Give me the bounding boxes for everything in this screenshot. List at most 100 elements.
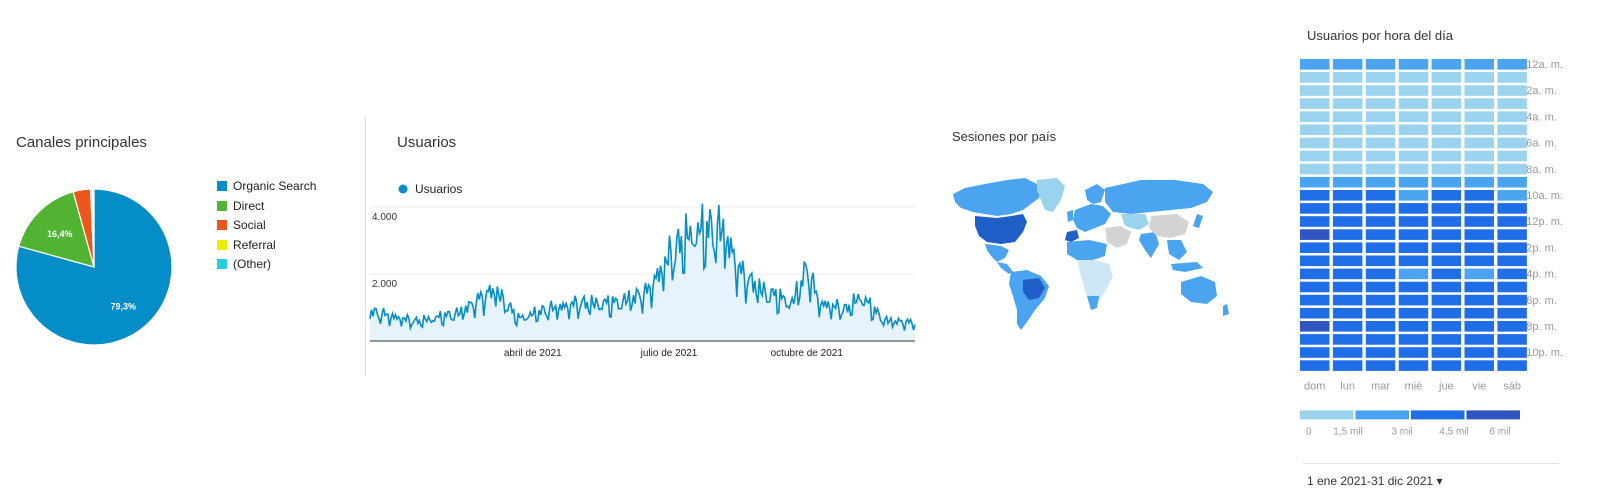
heatmap-cell[interactable] [1464,163,1495,175]
heatmap-cell[interactable] [1497,59,1527,70]
heatmap-cell[interactable] [1398,281,1429,293]
heatmap-cell[interactable] [1464,334,1495,345]
heatmap-cell[interactable] [1431,216,1462,227]
brazil-region[interactable] [1023,278,1045,300]
heatmap-cell[interactable] [1365,281,1396,293]
heatmap-cell[interactable] [1365,163,1396,175]
heatmap-cell[interactable] [1497,334,1527,345]
heatmap-cell[interactable] [1497,307,1527,319]
heatmap-cell[interactable] [1332,242,1363,253]
date-range-selector[interactable]: 1 ene 2021-31 dic 2021 ▾ [1307,474,1443,488]
heatmap-cell[interactable] [1497,137,1527,149]
heatmap-cell[interactable] [1497,281,1527,293]
heatmap-cell[interactable] [1497,190,1527,201]
heatmap-cell[interactable] [1431,111,1462,122]
oceania[interactable] [1181,276,1229,316]
legend-item[interactable]: Social [217,217,266,233]
heatmap-cell[interactable] [1365,111,1396,122]
heatmap-cell[interactable] [1398,111,1429,122]
heatmap-cell[interactable] [1497,229,1527,240]
heatmap-cell[interactable] [1464,72,1495,83]
heatmap-cell[interactable] [1332,229,1363,240]
china-region[interactable] [1149,214,1189,238]
heatmap-cell[interactable] [1332,190,1363,201]
heatmap-cell[interactable] [1398,321,1429,332]
heatmap-cell[interactable] [1497,85,1527,96]
heatmap-cell[interactable] [1300,321,1330,332]
heatmap-cell[interactable] [1332,98,1363,109]
heatmap-cell[interactable] [1398,176,1429,188]
heatmap-cell[interactable] [1300,294,1330,306]
heatmap-cell[interactable] [1300,347,1330,358]
middle-east-region[interactable] [1105,226,1131,248]
heatmap-cell[interactable] [1431,268,1462,280]
heatmap-cell[interactable] [1365,229,1396,240]
greenland-region[interactable] [1037,178,1065,212]
heatmap-cell[interactable] [1332,150,1363,162]
heatmap-cell[interactable] [1300,111,1330,122]
heatmap-cell[interactable] [1300,216,1330,227]
heatmap-cell[interactable] [1365,242,1396,253]
heatmap-cell[interactable] [1398,124,1429,136]
heatmap-cell[interactable] [1300,72,1330,83]
heatmap-cell[interactable] [1398,229,1429,240]
heatmap-cell[interactable] [1398,85,1429,96]
heatmap-cell[interactable] [1365,255,1396,267]
pie-slice-other[interactable] [91,188,95,268]
heatmap-cell[interactable] [1300,163,1330,175]
heatmap-cell[interactable] [1431,360,1462,371]
heatmap-cell[interactable] [1332,334,1363,345]
heatmap-cell[interactable] [1365,216,1396,227]
africa-region[interactable] [1077,260,1113,304]
legend-item[interactable]: (Other) [217,256,271,272]
heatmap-cell[interactable] [1332,216,1363,227]
heatmap-cell[interactable] [1332,163,1363,175]
heatmap-cell[interactable] [1497,347,1527,358]
heatmap-cell[interactable] [1464,321,1495,332]
heatmap-cell[interactable] [1431,321,1462,332]
heatmap-cell[interactable] [1332,294,1363,306]
heatmap-cell[interactable] [1300,150,1330,162]
heatmap-cell[interactable] [1398,59,1429,70]
mexico-region[interactable] [985,244,1009,262]
heatmap-cell[interactable] [1398,268,1429,280]
heatmap-cell[interactable] [1464,203,1495,214]
heatmap-cell[interactable] [1365,137,1396,149]
heatmap-cell[interactable] [1398,347,1429,358]
heatmap-cell[interactable] [1365,85,1396,96]
heatmap-cell[interactable] [1300,124,1330,136]
heatmap-cell[interactable] [1398,137,1429,149]
heatmap-cell[interactable] [1332,255,1363,267]
heatmap-cell[interactable] [1497,294,1527,306]
scandinavia-region[interactable] [1085,184,1105,204]
heatmap-cell[interactable] [1332,268,1363,280]
heatmap-cell[interactable] [1464,255,1495,267]
heatmap-cell[interactable] [1431,242,1462,253]
heatmap-cell[interactable] [1365,268,1396,280]
heatmap-cell[interactable] [1497,321,1527,332]
heatmap-cell[interactable] [1332,137,1363,149]
heatmap-cell[interactable] [1497,176,1527,188]
central-asia-region[interactable] [1121,214,1149,230]
heatmap-cell[interactable] [1332,307,1363,319]
heatmap-cell[interactable] [1431,163,1462,175]
uk-region[interactable] [1067,210,1073,222]
heatmap-cell[interactable] [1332,347,1363,358]
heatmap-cell[interactable] [1464,229,1495,240]
heatmap-cell[interactable] [1431,137,1462,149]
heatmap-cell[interactable] [1365,203,1396,214]
heatmap-cell[interactable] [1300,281,1330,293]
heatmap-cell[interactable] [1497,150,1527,162]
heatmap-cell[interactable] [1300,242,1330,253]
heatmap-cell[interactable] [1497,255,1527,267]
heatmap-cell[interactable] [1464,150,1495,162]
heatmap-cell[interactable] [1398,203,1429,214]
heatmap-cell[interactable] [1398,150,1429,162]
africa[interactable] [1067,240,1113,310]
heatmap-cell[interactable] [1365,307,1396,319]
japan-region[interactable] [1193,214,1203,228]
heatmap-cell[interactable] [1431,334,1462,345]
heatmap-cell[interactable] [1365,98,1396,109]
heatmap-cell[interactable] [1431,294,1462,306]
heatmap-cell[interactable] [1497,216,1527,227]
